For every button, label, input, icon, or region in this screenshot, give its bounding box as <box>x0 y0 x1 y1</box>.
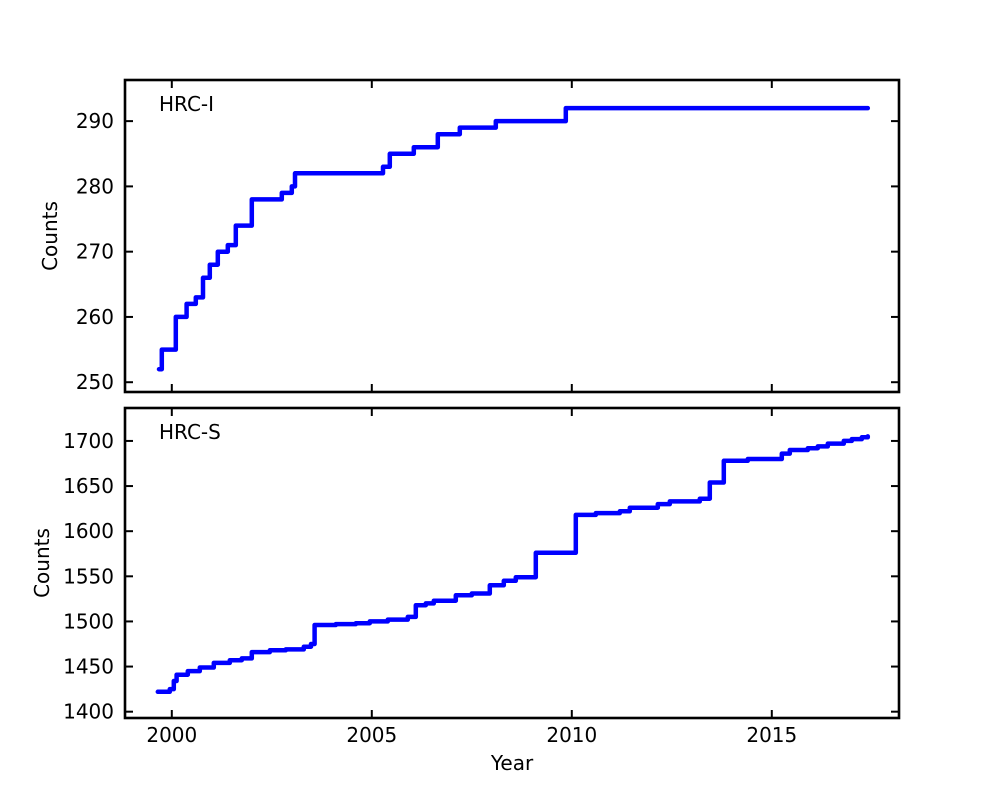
x-axis-label: Year <box>490 751 534 775</box>
hrc-s-y-axis-label: Counts <box>30 528 54 598</box>
hrc-i-line <box>156 105 871 372</box>
hrc-i-y-axis-label: Counts <box>38 201 62 271</box>
y-axis-tick-label: 250 <box>76 370 114 394</box>
panel-title-hrc-i: HRC-I <box>159 92 214 116</box>
y-axis-tick-label: 1550 <box>63 564 114 588</box>
hrc-s-panel-frame <box>123 406 901 720</box>
y-axis-tick-label: 280 <box>76 174 114 198</box>
hrc-i-panel-frame <box>123 78 901 394</box>
y-axis-tick-label: 1450 <box>63 655 114 679</box>
hrc-s-line <box>155 434 871 695</box>
y-axis-tick-label: 1650 <box>63 474 114 498</box>
y-axis-tick-label: 290 <box>76 109 114 133</box>
y-axis-tick-label: 1400 <box>63 700 114 724</box>
y-axis-tick-label: 260 <box>76 305 114 329</box>
y-axis-tick-label: 270 <box>76 240 114 264</box>
x-axis-tick-label: 2005 <box>346 723 397 747</box>
x-axis-tick-label: 2015 <box>746 723 797 747</box>
y-axis-tick-label: 1600 <box>63 519 114 543</box>
panel-title-hrc-s: HRC-S <box>159 420 221 444</box>
x-axis-tick-label: 2000 <box>146 723 197 747</box>
y-axis-tick-label: 1500 <box>63 609 114 633</box>
y-axis-tick-label: 1700 <box>63 429 114 453</box>
x-axis-tick-label: 2010 <box>546 723 597 747</box>
